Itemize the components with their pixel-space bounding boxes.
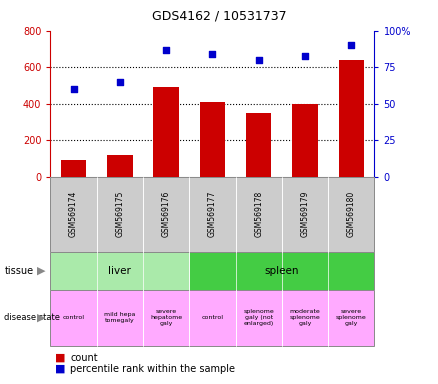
Text: control: control — [201, 315, 223, 320]
Text: GSM569179: GSM569179 — [300, 191, 310, 237]
Point — [209, 51, 216, 57]
Text: splenome
galy (not
enlarged): splenome galy (not enlarged) — [244, 310, 274, 326]
Text: GSM569178: GSM569178 — [254, 191, 263, 237]
Bar — [339, 60, 364, 177]
Text: count: count — [70, 353, 98, 363]
Text: moderate
splenome
galy: moderate splenome galy — [290, 310, 321, 326]
Point — [117, 79, 124, 85]
Text: ■: ■ — [55, 364, 65, 374]
Point — [255, 57, 262, 63]
Text: ▶: ▶ — [36, 266, 45, 276]
Bar — [246, 113, 272, 177]
Text: GSM569180: GSM569180 — [347, 191, 356, 237]
Bar — [107, 155, 133, 177]
Text: control: control — [63, 315, 85, 320]
Point — [70, 86, 77, 92]
Text: tissue: tissue — [4, 266, 33, 276]
Text: GSM569176: GSM569176 — [162, 191, 171, 237]
Bar — [153, 87, 179, 177]
Text: GSM569175: GSM569175 — [115, 191, 124, 237]
Text: ▶: ▶ — [36, 313, 45, 323]
Point — [162, 46, 170, 53]
Bar — [61, 160, 86, 177]
Text: liver: liver — [108, 266, 131, 276]
Text: GSM569177: GSM569177 — [208, 191, 217, 237]
Text: percentile rank within the sample: percentile rank within the sample — [70, 364, 235, 374]
Text: severe
hepatome
galy: severe hepatome galy — [150, 310, 182, 326]
Point — [348, 42, 355, 48]
Bar — [292, 104, 318, 177]
Bar — [200, 102, 225, 177]
Text: disease state: disease state — [4, 313, 60, 322]
Text: mild hepa
tomegaly: mild hepa tomegaly — [104, 312, 135, 323]
Point — [301, 53, 308, 59]
Text: spleen: spleen — [265, 266, 299, 276]
Text: ■: ■ — [55, 353, 65, 363]
Text: GDS4162 / 10531737: GDS4162 / 10531737 — [152, 10, 286, 23]
Text: GSM569174: GSM569174 — [69, 191, 78, 237]
Text: severe
splenome
galy: severe splenome galy — [336, 310, 367, 326]
